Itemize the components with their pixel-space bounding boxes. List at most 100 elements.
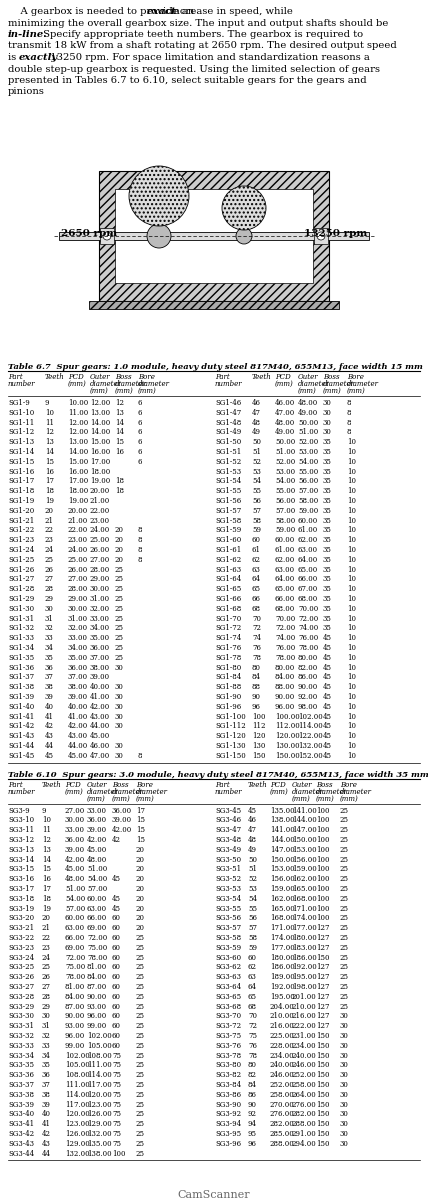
Text: 70: 70: [252, 614, 261, 623]
Text: 25: 25: [136, 1062, 145, 1069]
Text: Outer: Outer: [87, 781, 107, 788]
Text: 100: 100: [316, 806, 330, 815]
Text: 16: 16: [42, 875, 51, 883]
Text: SG1-88: SG1-88: [215, 683, 241, 691]
Text: 100: 100: [112, 1150, 125, 1158]
Text: 43: 43: [42, 1140, 51, 1148]
Text: 127: 127: [316, 943, 330, 952]
Text: 61.00: 61.00: [298, 527, 318, 534]
Text: 30: 30: [323, 419, 332, 426]
Text: 36: 36: [45, 664, 54, 672]
Text: SG1-33: SG1-33: [8, 634, 34, 642]
Text: 30: 30: [340, 1100, 349, 1109]
Text: 195.00: 195.00: [292, 973, 317, 982]
Text: SG1-28: SG1-28: [8, 586, 34, 593]
Text: 189.00: 189.00: [270, 973, 295, 982]
Text: SG1-19: SG1-19: [8, 497, 34, 505]
Text: 10: 10: [347, 692, 356, 701]
Text: 195.00: 195.00: [270, 992, 295, 1001]
Text: 117.00: 117.00: [65, 1100, 90, 1109]
Text: 225.00: 225.00: [270, 1032, 295, 1040]
Text: 43: 43: [45, 732, 54, 740]
Text: 234.00: 234.00: [270, 1051, 294, 1060]
Text: 86.00: 86.00: [298, 673, 318, 682]
Text: (mm): (mm): [112, 794, 131, 803]
Text: SG3-34: SG3-34: [8, 1051, 34, 1060]
Text: Bore: Bore: [340, 781, 357, 788]
Text: increase in speed, while: increase in speed, while: [166, 7, 293, 16]
Text: 63.00: 63.00: [87, 905, 107, 912]
Text: SG1-44: SG1-44: [8, 742, 34, 750]
Text: 31.00: 31.00: [68, 614, 88, 623]
Text: SG3-78: SG3-78: [215, 1051, 241, 1060]
Text: 24: 24: [42, 954, 51, 961]
Text: 44.00: 44.00: [68, 742, 88, 750]
Text: 210.00: 210.00: [292, 1003, 317, 1010]
Text: 100: 100: [316, 826, 330, 834]
Text: 25: 25: [136, 1013, 145, 1020]
Text: 10: 10: [45, 409, 54, 416]
Text: 6: 6: [138, 398, 143, 407]
Text: 68: 68: [252, 605, 261, 613]
Text: SG1-27: SG1-27: [8, 575, 34, 583]
Text: Bore: Bore: [136, 781, 153, 788]
Text: Part: Part: [215, 781, 230, 788]
Text: 74.00: 74.00: [275, 634, 295, 642]
Text: SG1-20: SG1-20: [8, 506, 34, 515]
Text: 114.00: 114.00: [87, 1072, 112, 1079]
Text: 60: 60: [112, 1013, 121, 1020]
Text: SG3-84: SG3-84: [215, 1081, 241, 1090]
Text: 60.00: 60.00: [275, 536, 295, 545]
Text: 90: 90: [252, 692, 261, 701]
Text: 46: 46: [252, 398, 261, 407]
Text: 25: 25: [136, 954, 145, 961]
Text: 55: 55: [248, 905, 257, 912]
Text: 48.00: 48.00: [87, 856, 107, 864]
Text: 8: 8: [347, 419, 351, 426]
Text: 51.00: 51.00: [65, 886, 85, 893]
Text: 78.00: 78.00: [87, 954, 107, 961]
Text: 25: 25: [136, 943, 145, 952]
Text: SG1-12: SG1-12: [8, 428, 34, 437]
Text: 54.00: 54.00: [275, 478, 295, 485]
Text: SG3-92: SG3-92: [215, 1110, 241, 1118]
Text: SG1-49: SG1-49: [215, 428, 241, 437]
Text: 159.00: 159.00: [292, 865, 317, 874]
Text: SG1-37: SG1-37: [8, 673, 34, 682]
Text: 51.00: 51.00: [87, 865, 107, 874]
Text: 81.00: 81.00: [87, 964, 107, 972]
Text: 20: 20: [115, 556, 124, 564]
Text: 66.00: 66.00: [275, 595, 295, 602]
Text: 57.00: 57.00: [298, 487, 318, 496]
Text: 20: 20: [136, 914, 145, 923]
Text: 168.00: 168.00: [292, 895, 317, 902]
Text: (mm): (mm): [292, 794, 311, 803]
Text: 39.00: 39.00: [90, 673, 110, 682]
Text: 22: 22: [45, 527, 54, 534]
Text: 25: 25: [136, 1091, 145, 1099]
Text: 30: 30: [340, 1022, 349, 1030]
Text: SG3-55: SG3-55: [215, 905, 241, 912]
Text: 30: 30: [340, 1091, 349, 1099]
Text: 6: 6: [138, 457, 143, 466]
Text: 270.00: 270.00: [270, 1100, 295, 1109]
Text: 82.00: 82.00: [298, 664, 318, 672]
Text: 150: 150: [316, 1062, 330, 1069]
Text: transmit 18 kW from a shaft rotating at 2650 rpm. The desired output speed: transmit 18 kW from a shaft rotating at …: [8, 42, 397, 50]
Text: 25: 25: [340, 1003, 349, 1010]
Text: 252.00: 252.00: [270, 1081, 295, 1090]
Text: 12.00: 12.00: [68, 428, 88, 437]
Text: 25: 25: [136, 1150, 145, 1158]
Text: SG3-94: SG3-94: [215, 1121, 241, 1128]
Text: 15: 15: [45, 457, 54, 466]
Text: 198.00: 198.00: [292, 983, 317, 991]
Text: 14.00: 14.00: [90, 419, 110, 426]
Text: double step-up gearbox is requested. Using the limited selection of gears: double step-up gearbox is requested. Usi…: [8, 65, 380, 73]
Text: 60: 60: [112, 1042, 121, 1050]
Text: 63.00: 63.00: [65, 924, 85, 932]
Text: 22.00: 22.00: [90, 506, 110, 515]
Text: 45.00: 45.00: [90, 732, 110, 740]
Text: 47: 47: [252, 409, 261, 416]
Text: 50.00: 50.00: [298, 419, 318, 426]
Text: 150: 150: [316, 1100, 330, 1109]
